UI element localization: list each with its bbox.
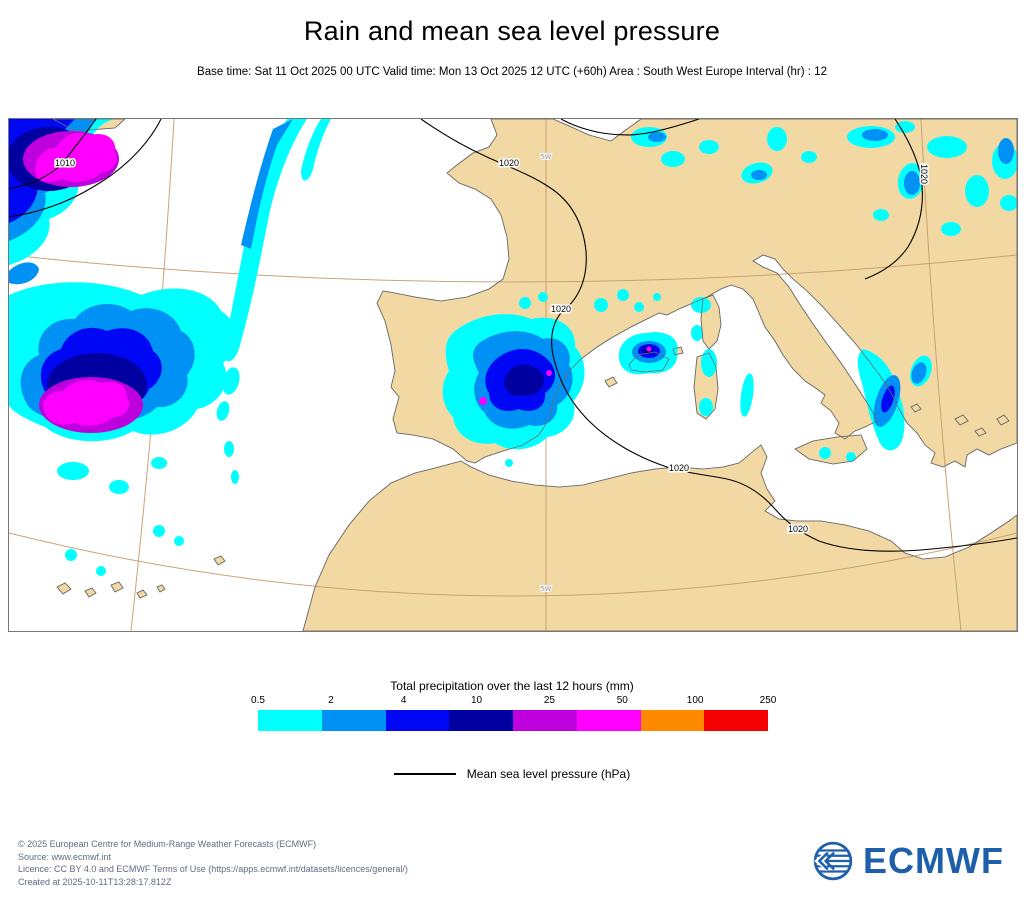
isobar: [9, 119, 97, 190]
ecmwf-globe-icon: [813, 841, 853, 881]
page-title: Rain and mean sea level pressure: [303, 16, 721, 46]
pressure-line-sample: [393, 773, 456, 775]
ecmwf-logo-text: ECMWF: [863, 840, 1004, 881]
chart-subtitle: Base time: Sat 11 Oct 2025 00 UTC Valid …: [197, 66, 827, 78]
graticule-label: 5W: [541, 154, 552, 161]
isobar: [9, 119, 162, 218]
map-panel: 5W 5W 1010 1020 1020 1020 1020 1020: [8, 118, 1018, 632]
colorbar-tick-label: 10: [471, 695, 483, 706]
colorbar-swatch: [640, 710, 705, 731]
isobar: [864, 119, 923, 280]
colorbar-tick-label: 25: [543, 695, 555, 706]
precip-legend-title: Total precipitation over the last 12 hou…: [390, 679, 634, 693]
colorbar-tick-label: 50: [616, 695, 628, 706]
attribution-footer: © 2025 European Centre for Medium-Range …: [18, 838, 408, 888]
isobar: [420, 119, 1017, 552]
licence-line: Licence: CC BY 4.0 and ECMWF Terms of Us…: [18, 864, 408, 874]
copyright-line: © 2025 European Centre for Medium-Range …: [18, 839, 317, 849]
colorbar-tick-label: 100: [686, 695, 704, 706]
pressure-contour-label: 1020: [919, 164, 929, 184]
mslp-legend: Mean sea level pressure (hPa): [0, 763, 1024, 785]
colorbar-swatch: [704, 710, 768, 731]
colorbar-swatch: [258, 710, 322, 731]
pressure-contours: [9, 119, 1017, 552]
colorbar-swatch: [449, 710, 513, 731]
weather-map: 5W 5W 1010 1020 1020 1020 1020 1020: [9, 119, 1017, 631]
graticule-layer: [9, 119, 1017, 631]
colorbar-swatch: [321, 710, 386, 731]
precipitation-layer: [9, 119, 1017, 576]
isobar: [560, 119, 700, 136]
created-line: Created at 2025-10-11T13:28:17.812Z: [18, 876, 172, 887]
pressure-contour-label: 1020: [499, 158, 519, 168]
colorbar-tick-label: 250: [759, 695, 777, 706]
colorbar-tick-label: 2: [328, 695, 334, 706]
colorbar-swatch: [385, 710, 450, 731]
colorbar-swatch: [513, 710, 577, 731]
mslp-legend-label: Mean sea level pressure (hPa): [466, 767, 631, 781]
graticule-label: 5W: [541, 586, 552, 593]
pressure-contour-label: 1020: [551, 304, 571, 314]
pressure-contour-label: 1020: [788, 524, 808, 534]
colorbar-swatch: [576, 710, 641, 731]
precip-colorbar: [258, 710, 768, 731]
ecmwf-logo: ECMWF: [812, 840, 1004, 882]
colorbar-tick-label: 0.5: [251, 695, 265, 706]
precip-tick-labels: 0.5 2 4 10 25 50 100 250: [251, 695, 776, 707]
source-line: Source: www.ecmwf.int: [18, 851, 112, 862]
pressure-contour-labels: 1010 1020 1020 1020 1020 1020: [53, 157, 930, 536]
colorbar-tick-label: 4: [400, 695, 407, 706]
pressure-contour-label: 1020: [669, 463, 689, 473]
graticule-labels: 5W 5W: [540, 153, 553, 594]
pressure-contour-label: 1010: [55, 158, 75, 168]
